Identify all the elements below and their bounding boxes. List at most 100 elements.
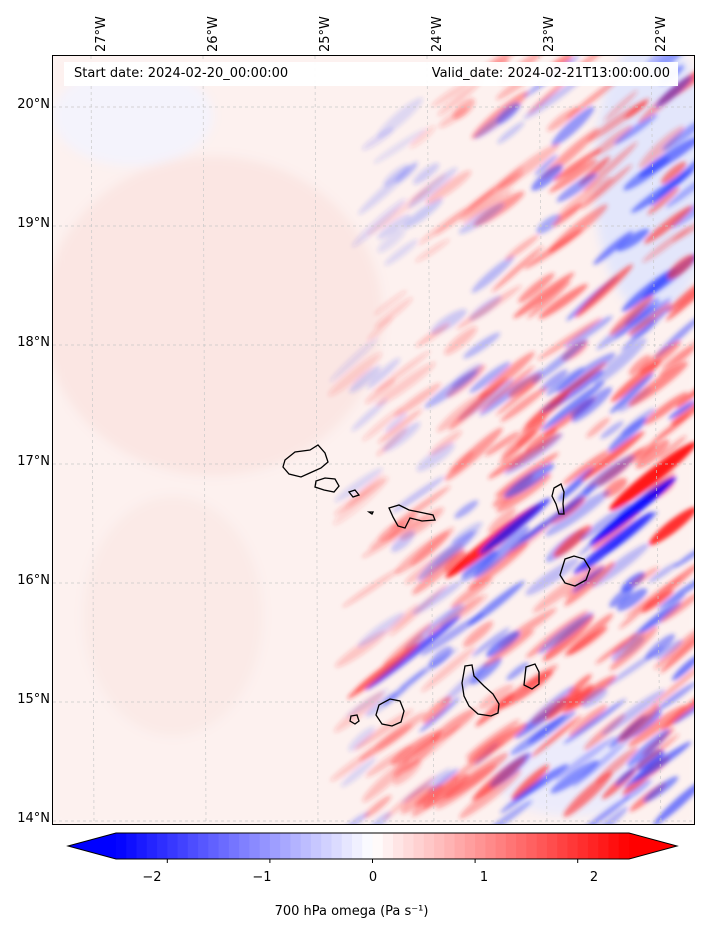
omega-negative-streak — [550, 760, 599, 794]
omega-positive-streak — [618, 597, 656, 629]
omega-positive-streak — [575, 264, 633, 318]
omega-negative-streak — [614, 113, 658, 145]
omega-negative-streak — [351, 398, 388, 432]
colorbar-tick-label: −2 — [142, 870, 162, 885]
omega-positive-streak — [562, 675, 617, 714]
omega-negative-streak — [582, 454, 635, 494]
omega-positive-streak — [383, 775, 435, 820]
omega-negative-streak — [433, 529, 480, 567]
colorbar-cell — [146, 833, 158, 859]
meridian-line — [90, 56, 95, 824]
colorbar-cell — [598, 833, 610, 859]
omega-negative-streak — [665, 170, 694, 208]
colorbar-cell — [567, 833, 579, 859]
omega-positive-streak — [624, 575, 682, 617]
omega-negative-streak — [631, 741, 692, 784]
omega-negative-streak — [384, 239, 419, 266]
omega-negative-streak — [670, 196, 694, 229]
island-branco — [366, 511, 375, 515]
island-sao-nicolau — [388, 504, 436, 529]
omega-positive-streak — [654, 620, 694, 670]
omega-positive-streak — [661, 682, 694, 731]
omega-negative-streak — [357, 612, 405, 647]
omega-positive-streak — [530, 715, 582, 758]
omega-negative-streak — [578, 795, 630, 824]
colorbar-cell — [167, 833, 179, 859]
colorbar-outline — [66, 832, 679, 860]
omega-positive-streak — [660, 161, 687, 184]
omega-positive-streak — [333, 478, 387, 516]
omega-negative-streak — [615, 766, 637, 786]
omega-positive-streak — [557, 176, 613, 219]
omega-positive-streak — [553, 525, 592, 558]
omega-positive-streak — [583, 141, 638, 192]
omega-positive-streak — [456, 285, 522, 330]
omega-negative-streak — [616, 588, 648, 612]
colorbar-cell — [126, 833, 138, 859]
omega-positive-streak — [390, 729, 443, 766]
omega-negative-streak — [351, 198, 406, 248]
colorbar-cells — [68, 833, 677, 859]
lat-label: 16°N — [17, 573, 50, 588]
omega-streaks — [328, 56, 694, 824]
omega-positive-streak — [527, 280, 571, 319]
colorbar-cell — [516, 833, 527, 859]
omega-positive-streak — [651, 659, 694, 708]
omega-positive-streak — [505, 234, 540, 261]
omega-positive-streak — [642, 225, 691, 263]
omega-positive-streak — [479, 365, 535, 413]
omega-positive-streak — [635, 439, 670, 469]
colorbar-cell — [495, 833, 507, 859]
omega-negative-streak — [607, 417, 647, 452]
omega-strong-feature — [609, 441, 694, 511]
omega-negative-streak — [631, 169, 694, 213]
omega-positive-streak — [628, 361, 688, 407]
omega-positive-streak — [495, 452, 559, 497]
omega-negative-streak — [377, 214, 412, 240]
omega-positive-streak — [501, 415, 548, 459]
omega-positive-streak — [378, 408, 423, 444]
omega-negative-streak — [662, 116, 694, 151]
omega-positive-streak — [354, 709, 414, 751]
omega-positive-streak — [334, 691, 384, 733]
omega-negative-streak — [523, 77, 583, 120]
omega-positive-streak — [660, 625, 694, 673]
omega-positive-streak — [362, 758, 411, 803]
omega-negative-streak — [461, 549, 496, 577]
omega-negative-streak — [621, 305, 672, 351]
omega-negative-streak — [403, 197, 443, 229]
omega-positive-streak — [478, 684, 514, 710]
omega-negative-streak — [593, 338, 647, 386]
omega-positive-streak — [568, 674, 592, 695]
omega-negative-streak — [458, 203, 505, 234]
colorbar-cell — [464, 833, 476, 859]
colorbar-cell — [485, 833, 497, 859]
omega-negative-streak — [344, 811, 370, 824]
omega-negative-streak — [384, 412, 407, 433]
omega-positive-streak — [511, 764, 550, 800]
colorbar-tick-label: 0 — [368, 870, 378, 885]
omega-negative-streak — [471, 255, 515, 293]
omega-positive-streak — [431, 708, 477, 743]
omega-positive-streak — [374, 290, 407, 316]
colorbar-cell — [208, 833, 220, 859]
omega-positive-streak — [422, 773, 469, 809]
colorbar-cell — [136, 833, 148, 859]
omega-positive-streak — [461, 189, 514, 224]
omega-positive-streak — [548, 362, 607, 406]
omega-negative-streak — [467, 580, 525, 627]
omega-positive-streak — [468, 542, 529, 590]
lat-label: 19°N — [17, 216, 50, 231]
map-panel — [52, 55, 695, 825]
omega-positive-streak — [568, 704, 608, 737]
omega-positive-streak — [478, 351, 535, 400]
meridian-line — [426, 56, 435, 824]
omega-negative-streak — [377, 97, 423, 138]
omega-negative-streak — [334, 468, 383, 502]
omega-positive-streak — [609, 626, 658, 671]
omega-negative-streak — [655, 639, 683, 660]
omega-negative-streak — [420, 612, 484, 656]
omega-negative-streak — [510, 710, 576, 755]
colorbar-tick-label: 1 — [479, 870, 489, 885]
omega-positive-streak — [452, 98, 475, 120]
